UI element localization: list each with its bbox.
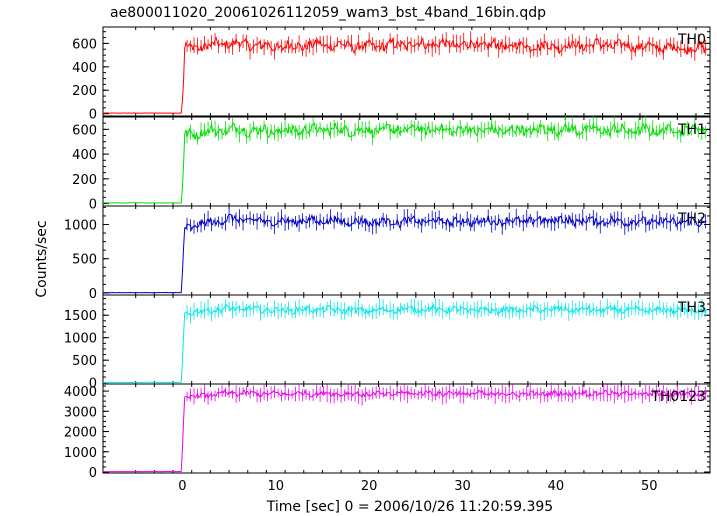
y-tick-label: 0 [89,287,97,302]
y-tick-label: 2000 [64,426,97,441]
y-tick-label: 500 [72,354,97,369]
panel-frame [102,205,711,296]
y-tick-label: 0 [89,377,97,392]
y-tick-label: 1500 [64,309,97,324]
panel-th0: 0 200 400 600 TH0 [72,26,711,123]
panel-label: TH1 [677,122,706,138]
x-tick-label: 10 [267,479,284,494]
series-line-th2 [102,213,707,294]
y-tick-label: 500 [72,253,97,268]
panel-frame [102,26,711,117]
y-tick-label: 1000 [64,332,97,347]
x-tick-label: 30 [454,479,471,494]
y-axis-label: Counts/sec [34,220,50,297]
y-tick-label: 200 [72,84,97,99]
y-tick-label: 400 [72,148,97,163]
panel-label: TH2 [677,211,706,227]
panel-label: TH3 [677,300,706,316]
x-tick-label: 20 [361,479,378,494]
y-tick-label: 1000 [64,446,97,461]
panel-label: TH0 [677,32,706,48]
panel-frame [102,383,711,474]
series-line-th1 [102,121,707,204]
series-line-th0 [102,36,707,114]
panel-th1: 0 200 400 600 TH1 [72,115,711,213]
x-axis-label: Time [sec] 0 = 2006/10/26 11:20:59.395 [266,499,553,515]
y-tick-label: 600 [72,123,97,138]
series-line-th0123 [102,388,707,473]
panel-th3: 0 500 1000 1500 TH3 [64,294,711,392]
y-tick-label: 0 [89,466,97,481]
y-tick-label: 1000 [64,218,97,233]
panel-th0123: 0 1000 2000 3000 4000 TH0123 [64,382,711,481]
panel-th2: 0 500 1000 TH2 [64,205,711,302]
x-tick-label: 0 [178,479,186,494]
panel-label: TH0123 [650,389,706,405]
series-line-th3 [103,303,707,384]
y-tick-label: 3000 [64,405,97,420]
chart-title: ae800011020_20061026112059_wam3_bst_4ban… [110,5,546,21]
y-tick-label: 0 [89,108,97,123]
x-tick-label: 40 [548,479,565,494]
y-tick-label: 4000 [64,385,97,400]
y-tick-label: 600 [72,37,97,52]
x-tick-label: 50 [641,479,658,494]
y-tick-label: 0 [89,198,97,213]
y-tick-label: 200 [72,173,97,188]
y-tick-label: 400 [72,61,97,76]
